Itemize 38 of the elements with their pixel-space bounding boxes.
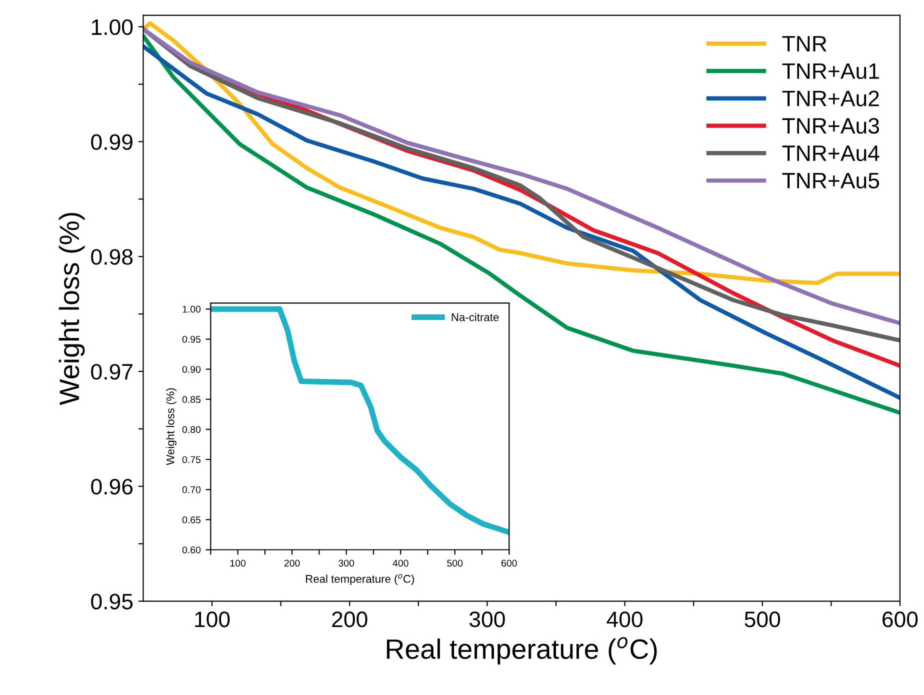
y-tick-label: 0.75 [182,456,201,464]
x-tick-label: 500 [744,611,780,628]
x-tick-label: 300 [338,560,354,567]
y-tick-label: 0.85 [182,396,201,403]
y-tick-label: 0.99 [91,134,132,150]
legend-label: TNR+Au5 [782,173,880,189]
y-axis-title: Weight loss (%) [166,388,176,466]
x-tick-label: 600 [882,611,918,628]
y-tick-label: 0.60 [182,546,201,554]
y-tick-label: 0.98 [91,249,133,265]
x-axis-title: Real temperature ($^{o}$C) [386,637,657,664]
legend-label: TNR+Au4 [782,146,880,162]
y-axis-title: Weight loss (%) [58,212,85,406]
x-tick-label: 600 [502,560,517,567]
y-tick-label: 1.00 [182,306,201,313]
y-tick-label: 0.70 [182,486,201,494]
x-tick-label: 200 [284,560,300,567]
x-tick-label: 200 [332,611,368,628]
x-tick-label: 400 [392,560,408,567]
legend-label: Na-citrate [452,313,499,322]
y-tick-label: 0.96 [91,478,133,495]
y-tick-label: 0.65 [182,516,201,524]
legend-label: TNR [782,36,826,52]
x-tick-label: 100 [195,611,230,628]
x-tick-label: 400 [606,611,642,628]
y-tick-label: 1.00 [92,19,133,36]
x-tick-label: 500 [447,560,463,567]
legend-label: TNR+Au3 [782,118,879,134]
legend-label: TNR+Au1 [782,63,879,79]
y-tick-label: 0.90 [182,366,201,373]
x-tick-label: 300 [470,611,505,628]
legend-label: TNR+Au2 [782,90,879,106]
y-tick-label: 0.95 [182,336,201,343]
y-tick-label: 0.95 [91,594,133,610]
y-tick-label: 0.80 [182,426,201,434]
x-tick-label: 100 [230,560,246,567]
y-tick-label: 0.97 [91,364,132,380]
x-axis-title: Real temperature ($^{o}$C) [306,574,414,585]
